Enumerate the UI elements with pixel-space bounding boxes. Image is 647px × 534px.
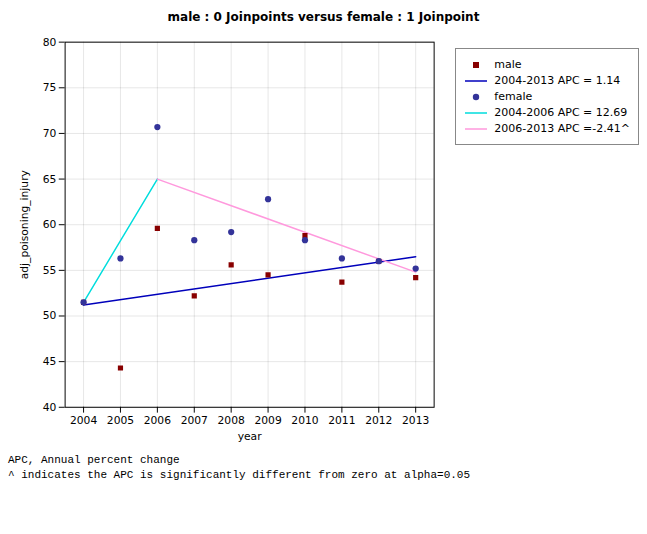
html-text:2004-2006 APC = 12.69: 2004-2006 APC = 12.69 bbox=[494, 106, 628, 119]
svg-text:adj_poisoning_injury: adj_poisoning_injury bbox=[18, 169, 31, 279]
svg-text:2004: 2004 bbox=[70, 414, 97, 427]
svg-text:2005: 2005 bbox=[107, 414, 134, 427]
svg-text:2010: 2010 bbox=[291, 414, 318, 427]
svg-text:70: 70 bbox=[43, 127, 57, 140]
svg-text:2007: 2007 bbox=[181, 414, 208, 427]
svg-text:60: 60 bbox=[43, 218, 57, 231]
svg-text:65: 65 bbox=[43, 173, 57, 186]
svg-text:2006: 2006 bbox=[144, 414, 171, 427]
svg-text:2009: 2009 bbox=[254, 414, 281, 427]
svg-text:2013: 2013 bbox=[402, 414, 429, 427]
html-text:male: male bbox=[494, 58, 522, 71]
svg-text:45: 45 bbox=[43, 355, 57, 368]
html-text:^ indicates the APC is signifi: ^ indicates the APC is significantly dif… bbox=[8, 468, 471, 481]
svg-text:2012: 2012 bbox=[365, 414, 392, 427]
html-text:2006-2013 APC =-2.41^: 2006-2013 APC =-2.41^ bbox=[494, 122, 630, 135]
svg-text:year: year bbox=[238, 430, 263, 443]
html-text:APC, Annual percent change: APC, Annual percent change bbox=[8, 453, 180, 466]
svg-text:2008: 2008 bbox=[218, 414, 245, 427]
html-text:male : 0 Joinpoints versus fem: male : 0 Joinpoints versus female : 1 Jo… bbox=[167, 10, 480, 24]
svg-text:55: 55 bbox=[43, 264, 57, 277]
svg-text:2011: 2011 bbox=[328, 414, 355, 427]
html-text:female: female bbox=[494, 90, 533, 103]
svg-text:75: 75 bbox=[43, 81, 57, 94]
svg-text:80: 80 bbox=[43, 36, 57, 49]
svg-text:50: 50 bbox=[43, 309, 57, 322]
html-text:2004-2013 APC = 1.14: 2004-2013 APC = 1.14 bbox=[494, 74, 621, 87]
svg-text:40: 40 bbox=[43, 401, 57, 414]
